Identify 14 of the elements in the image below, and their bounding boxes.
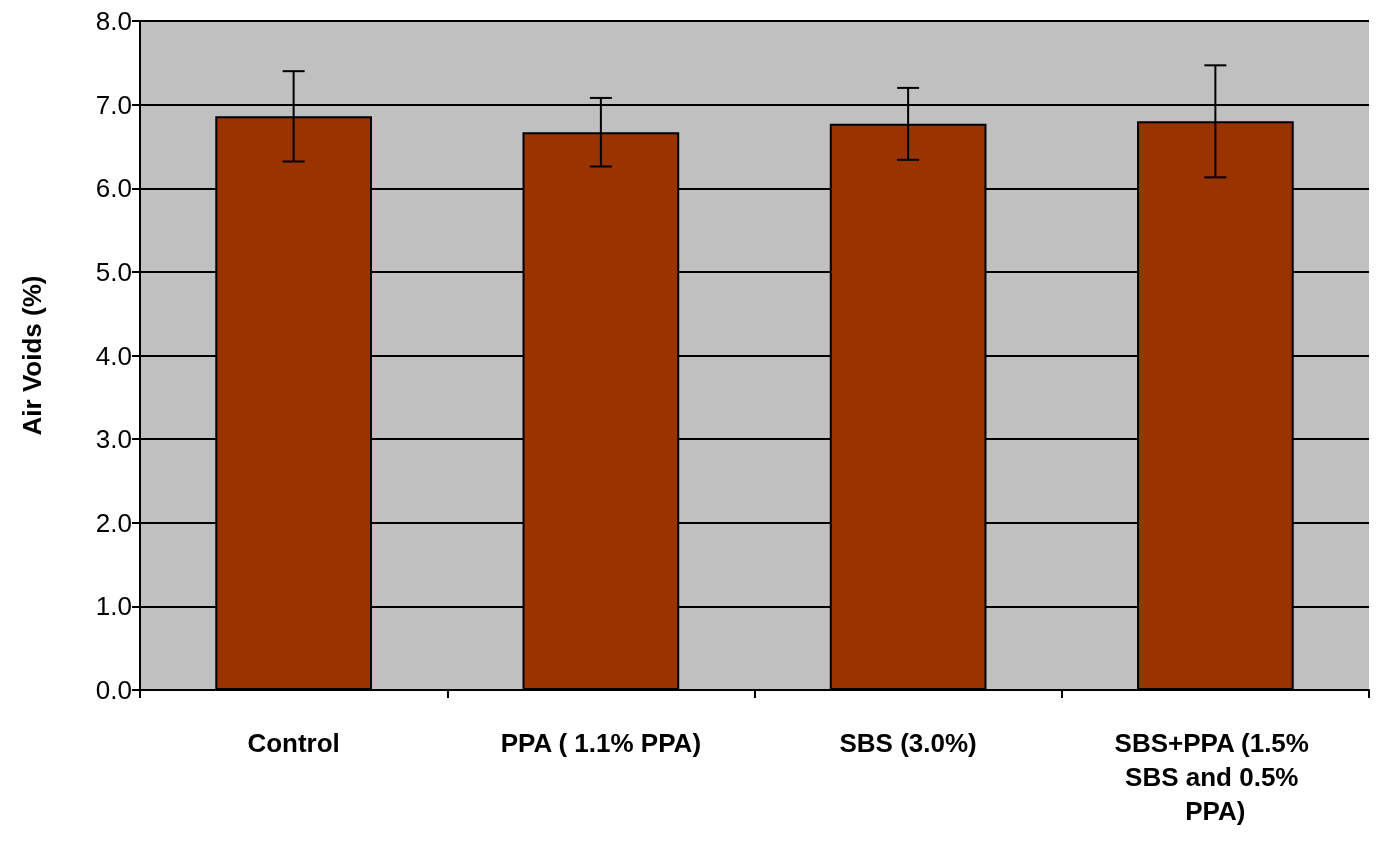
y-tick-label: 3.0	[95, 424, 132, 455]
y-tick-label: 0.0	[95, 675, 132, 705]
y-tick-label: 6.0	[95, 173, 132, 204]
y-tick-label: 4.0	[95, 340, 132, 371]
y-tick-label: 2.0	[95, 507, 132, 538]
y-tick-label: 7.0	[95, 89, 132, 120]
y-tick-label: 8.0	[95, 6, 132, 36]
y-tick-label: 5.0	[95, 256, 132, 287]
x-tick-label: SBS+PPA (1.5% SBS and 0.5% PPA)	[1114, 728, 1317, 826]
x-tick-label: PPA ( 1.1% PPA)	[500, 728, 702, 758]
y-axis-title: Air Voids (%)	[17, 275, 47, 436]
y-tick-label: 1.0	[95, 591, 132, 622]
x-tick-label: SBS (3.0%)	[839, 728, 977, 758]
x-tick-label: Control	[247, 728, 340, 758]
